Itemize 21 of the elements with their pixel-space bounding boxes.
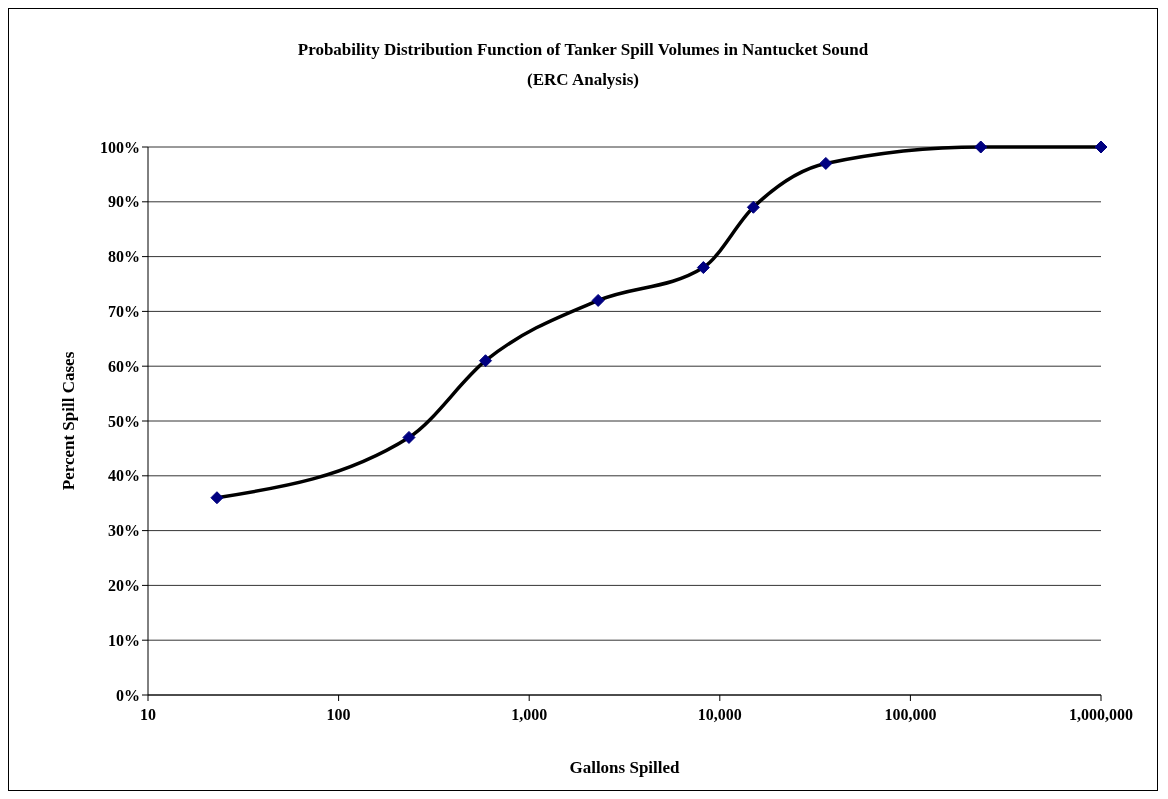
y-tick-label: 10%	[108, 631, 140, 649]
x-tick-label: 10	[140, 706, 156, 724]
y-tick-label: 0%	[116, 686, 140, 704]
y-tick-label: 90%	[108, 193, 140, 211]
x-axis-title: Gallons Spilled	[569, 758, 681, 777]
y-axis-title: Percent Spill Cases	[59, 351, 79, 491]
y-tick-label: 70%	[108, 303, 140, 321]
y-tick-label: 20%	[108, 577, 140, 595]
y-tick-label: 50%	[108, 412, 140, 430]
chart-subtitle: (ERC Analysis)	[526, 69, 640, 91]
x-tick-label: 1,000,000	[1069, 706, 1133, 724]
y-tick-label: 100%	[100, 138, 140, 156]
y-tick-label: 80%	[108, 248, 140, 266]
x-tick-label: 100,000	[884, 706, 937, 724]
y-tick-label: 30%	[108, 522, 140, 540]
y-tick-label: 60%	[108, 357, 140, 375]
x-tick-label: 1,000	[511, 706, 548, 724]
y-tick-label: 40%	[108, 467, 140, 485]
chart-title: Probability Distribution Function of Tanker Spill Volumes in Nantucket Sound	[296, 39, 870, 61]
x-tick-label: 100	[326, 706, 351, 724]
x-tick-label: 10,000	[697, 706, 742, 724]
